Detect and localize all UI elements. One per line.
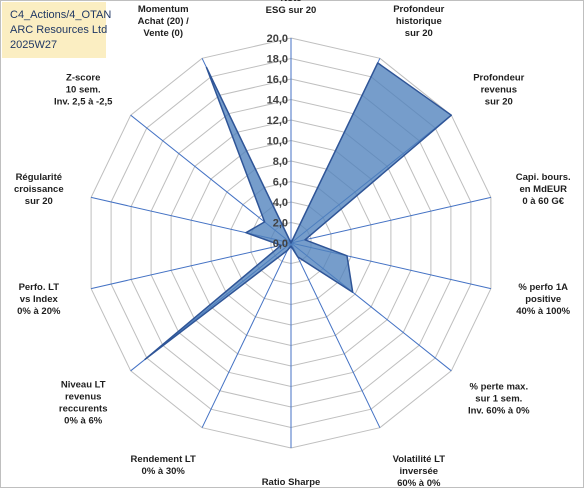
axis-label-line: sur 20 <box>485 96 513 107</box>
axis-label-line: reccurents <box>59 403 108 414</box>
axis-label: Capi. bours. en MdEUR 0 à 60 G€ <box>516 172 571 207</box>
axis-label: NoteESG sur 20 <box>266 0 317 16</box>
axis-label: Régularité croissance sur 20 <box>14 172 64 207</box>
axis-label-line: Note <box>280 0 301 4</box>
axis-label-line: Ratio Sharpe <box>262 477 321 488</box>
axis-label-line: Perfo. LT <box>19 282 60 293</box>
axis-label-line: Rendement LT <box>131 454 196 465</box>
axis-label-line: % perte max. <box>469 382 528 393</box>
axis-label: Rendement LT 0% à 30% <box>131 454 196 477</box>
axis-label-line: Achat (20) / <box>138 16 190 27</box>
radar-spoke <box>290 196 492 244</box>
radar-tick-labels: 0,0 2,0 4,0 6,0 8,0 10,0 12,0 14,0 16,0 18,0 20,0 <box>267 33 288 250</box>
axis-label-line: Profondeur <box>393 4 444 15</box>
title-line-week: 2025W27 <box>10 39 58 51</box>
axis-label-line: sur 20 <box>25 196 53 207</box>
r-tick-label: 20,0 <box>267 33 288 45</box>
axis-label-line: positive <box>525 294 561 305</box>
axis-label-line: Capi. bours. <box>516 172 571 183</box>
radar-spoke <box>201 242 292 428</box>
axis-label-line: 0 à 60 G€ <box>522 196 564 207</box>
axis-label-line: Régularité <box>16 172 62 183</box>
axis-label-line: Momentum <box>138 4 189 15</box>
r-tick-label: 14,0 <box>267 95 288 107</box>
r-tick-label: 6,0 <box>273 177 288 189</box>
r-tick-label: 2,0 <box>273 218 288 230</box>
r-tick-label: 12,0 <box>267 115 288 127</box>
r-tick-label: 16,0 <box>267 74 288 86</box>
axis-label-line: 0% à 30% <box>142 466 186 477</box>
axis-label-line: Profondeur <box>473 72 524 83</box>
axis-label-line: Z-score <box>66 72 100 83</box>
axis-label-line: 0% à 6% <box>64 415 103 426</box>
axis-label-line: Niveau LT <box>61 379 106 390</box>
r-tick-label: 18,0 <box>267 54 288 66</box>
axis-label: Niveau LT revenus reccurents 0% à 6% <box>59 379 108 426</box>
axis-label-line: historique <box>396 16 442 27</box>
axis-label-line: revenus <box>481 84 517 95</box>
axis-label-line: inversée <box>400 466 439 477</box>
axis-label-line: Volatilité LT <box>393 454 446 465</box>
axis-label: % perte max. sur 1 sem. Inv. 60% à 0% <box>468 382 530 417</box>
r-tick-label: 0,0 <box>273 238 288 250</box>
title-line-portfolio: C4_Actions/4_OTAN <box>10 9 112 21</box>
axis-label-line: Inv. 2,5 à -2,5 <box>54 96 113 107</box>
axis-label: Z-score 10 sem. Inv. 2,5 à -2,5 <box>54 72 113 107</box>
r-tick-label: 8,0 <box>273 156 288 168</box>
axis-label-line: 10 sem. <box>66 84 101 95</box>
radar-spoke <box>290 242 381 428</box>
chart-title-box: C4_Actions/4_OTAN ARC Resources Ltd 2025… <box>2 2 112 58</box>
axis-label-line: 0% à 20% <box>17 306 61 317</box>
axis-label-line: Inv. 60% à 0% <box>468 406 530 417</box>
axis-label-line: 40% à 100% <box>516 306 570 317</box>
axis-label: Volatilité LT inversée 60% à 0% <box>393 454 446 488</box>
axis-label-line: revenus <box>65 391 101 402</box>
axis-label-line: 60% à 0% <box>397 478 441 488</box>
series-area <box>144 62 453 361</box>
axis-label-line: ESG sur 20 <box>266 5 317 16</box>
axis-label: Ratio Sharpe0 à 2 <box>262 477 321 488</box>
axis-label: Perfo. LT vs Index 0% à 20% <box>17 282 61 317</box>
axis-label: Profondeur historique sur 20 <box>393 4 444 39</box>
axis-label-line: vs Index <box>20 294 59 305</box>
title-line-company: ARC Resources Ltd <box>10 24 108 36</box>
r-tick-label: 10,0 <box>267 136 288 148</box>
axis-label-line: en MdEUR <box>519 184 567 195</box>
axis-label: Profondeur revenus sur 20 <box>473 72 524 107</box>
axis-label-line: sur 20 <box>405 28 433 39</box>
axis-label-line: croissance <box>14 184 64 195</box>
axis-label: Momentum Achat (20) / Vente (0) <box>138 4 190 39</box>
axis-label-line: sur 1 sem. <box>475 394 522 405</box>
axis-label-line: % perfo 1A <box>518 282 568 293</box>
r-tick-label: 4,0 <box>273 197 288 209</box>
radar-series <box>144 62 453 361</box>
axis-label-line: Vente (0) <box>143 28 183 39</box>
axis-label: % perfo 1A positive 40% à 100% <box>516 282 570 317</box>
radar-spoke <box>90 242 292 290</box>
